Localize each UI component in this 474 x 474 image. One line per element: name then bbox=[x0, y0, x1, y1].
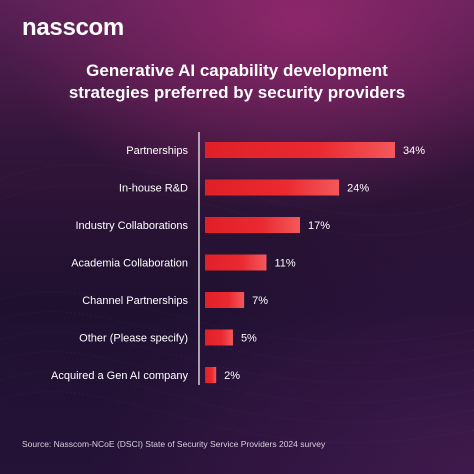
source-note: Source: Nasscom-NCoE (DSCI) State of Sec… bbox=[22, 439, 326, 449]
nasscom-logo: nasscom bbox=[22, 14, 124, 41]
value-label: 24% bbox=[347, 183, 369, 195]
category-label: Acquired a Gen AI company bbox=[51, 370, 188, 382]
value-label: 34% bbox=[403, 145, 425, 157]
bar bbox=[205, 292, 245, 308]
bar bbox=[205, 329, 233, 346]
chart-title-line-2: strategies preferred by security provide… bbox=[68, 83, 406, 102]
category-label: In-house R&D bbox=[119, 183, 188, 195]
bar bbox=[205, 142, 395, 158]
bar bbox=[205, 254, 267, 271]
chart-title-line-1: Generative AI capability development bbox=[86, 61, 388, 80]
value-label: 17% bbox=[308, 220, 330, 232]
value-label: 7% bbox=[252, 295, 268, 307]
bar bbox=[205, 367, 217, 383]
bar bbox=[205, 217, 300, 233]
category-label: Industry Collaborations bbox=[75, 220, 188, 232]
category-label: Channel Partnerships bbox=[82, 295, 188, 307]
bar bbox=[205, 179, 340, 196]
value-label: 2% bbox=[224, 370, 240, 382]
value-label: 5% bbox=[241, 333, 257, 345]
category-label: Other (Please specify) bbox=[79, 333, 188, 345]
category-label: Academia Collaboration bbox=[71, 258, 188, 270]
chart-title: Generative AI capability development str… bbox=[20, 60, 454, 104]
value-label: 11% bbox=[274, 258, 295, 270]
category-label: Partnerships bbox=[126, 145, 188, 157]
